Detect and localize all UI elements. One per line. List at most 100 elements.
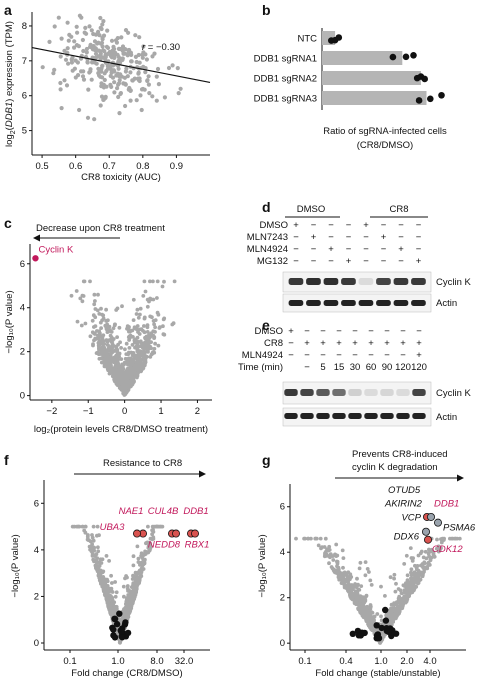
e-row-label: DMSO [255, 326, 284, 337]
f-y-tick-label: 6 [34, 498, 39, 509]
a-point [146, 82, 151, 87]
a-point [93, 51, 99, 56]
f-y-tick-label: 0 [34, 638, 39, 649]
d-cyclin-band [393, 278, 409, 285]
d-group-cr8: CR8 [389, 204, 408, 215]
d-cyclin-band [306, 278, 321, 285]
a-point [79, 69, 84, 74]
f-point [143, 550, 148, 554]
c-point [122, 379, 126, 384]
a-point [105, 28, 110, 33]
e-mark: + [352, 338, 358, 349]
d-actin-band [393, 300, 409, 306]
panel-f-volcano: Resistance to CR8 NAE1 UBA3 NEDD8 CUL4B DDB1… [10, 458, 210, 679]
a-point [65, 20, 70, 25]
c-point [104, 362, 109, 367]
a-point [101, 48, 106, 53]
c-point [136, 315, 141, 320]
c-point [105, 349, 109, 354]
a-point [101, 19, 106, 24]
e-actin-band [348, 413, 362, 419]
c-point [161, 324, 165, 329]
a-point [66, 38, 71, 43]
g-point [457, 536, 462, 541]
g-y-tick-label: 4 [280, 547, 285, 558]
g-point [349, 589, 354, 594]
c-point [148, 314, 153, 319]
e-actin-band [380, 413, 394, 419]
c-point [120, 304, 124, 309]
c-point [80, 299, 85, 304]
c-point [79, 323, 84, 328]
g-x-tick-label: 0.4 [339, 656, 352, 667]
f-arrow-head [199, 470, 206, 478]
c-point [92, 325, 96, 329]
d-row-label: DMSO [260, 220, 289, 231]
g-title-line1: Prevents CR8-induced [352, 449, 448, 460]
g-hit-label: OTUD5 [388, 485, 421, 496]
a-point [112, 80, 117, 85]
a-point [133, 33, 138, 38]
a-point [142, 87, 147, 92]
f-x-tick-label: 8.0 [150, 656, 163, 667]
f-point [107, 605, 112, 610]
g-point [404, 599, 409, 604]
f-hit-label: RBX1 [185, 540, 210, 551]
f-point [137, 579, 142, 583]
g-point [346, 570, 351, 575]
a-point [96, 40, 101, 45]
a-point [85, 60, 90, 65]
c-point [104, 319, 108, 323]
f-x-tick-label: 0.1 [63, 656, 76, 667]
c-point [124, 386, 128, 391]
c-point [104, 338, 109, 343]
g-point [415, 564, 420, 568]
a-point [105, 52, 110, 57]
g-point [383, 594, 387, 598]
a-point [137, 60, 142, 65]
e-mark: + [384, 338, 390, 349]
a-point [100, 75, 105, 80]
b-category-label: NTC [297, 34, 317, 45]
d-row-label: MG132 [257, 256, 288, 267]
e-time-value: 15 [334, 362, 345, 373]
a-point [123, 103, 128, 109]
f-point [110, 595, 115, 600]
f-point [126, 593, 131, 597]
d-actin-band [411, 300, 426, 306]
c-point [147, 299, 151, 304]
g-point [331, 558, 336, 562]
c-point [117, 382, 121, 386]
g-point [435, 537, 439, 542]
a-point [59, 106, 64, 111]
a-point [154, 74, 159, 79]
g-point [402, 562, 407, 566]
g-point [416, 581, 420, 586]
c-point [142, 324, 146, 328]
g-point [409, 587, 413, 591]
c-point [145, 330, 150, 334]
a-point [58, 87, 63, 92]
a-point [75, 30, 80, 35]
c-point [172, 279, 177, 284]
a-point [40, 65, 45, 70]
b-point [402, 53, 410, 61]
g-x-tick-label: 1.0 [374, 656, 387, 667]
a-point [129, 59, 134, 64]
a-point [52, 24, 57, 29]
f-hit-label: NEDD8 [148, 540, 181, 551]
a-point [139, 107, 144, 113]
c-point [143, 358, 147, 362]
a-point [75, 60, 80, 65]
a-y-tick-label: 6 [22, 91, 27, 102]
e-mark: − [400, 326, 406, 337]
b-point [410, 52, 417, 59]
f-control-points [109, 610, 132, 641]
g-point [335, 571, 340, 576]
c-point [106, 329, 111, 334]
f-point [129, 602, 134, 607]
c-point [151, 333, 156, 338]
d-group-dmso: DMSO [297, 204, 326, 215]
g-point [392, 576, 396, 581]
a-point [92, 39, 98, 44]
